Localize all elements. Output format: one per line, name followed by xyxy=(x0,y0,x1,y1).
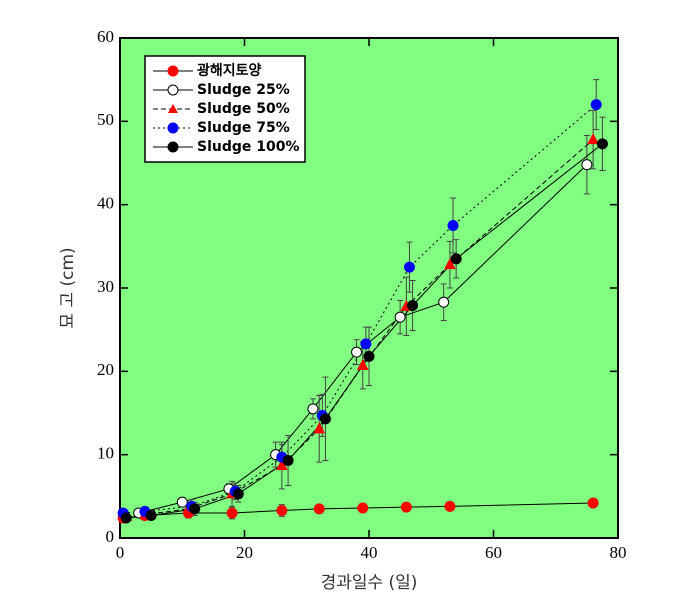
legend-label: Sludge 75% xyxy=(197,120,290,136)
x-tick-label: 40 xyxy=(361,543,378,562)
marker xyxy=(357,502,369,514)
legend-marker xyxy=(168,104,178,113)
series-line xyxy=(123,104,597,514)
marker xyxy=(363,350,375,362)
marker xyxy=(276,458,288,470)
marker xyxy=(276,505,288,516)
marker xyxy=(596,138,608,150)
y-tick-label: 10 xyxy=(97,444,114,463)
y-axis-label: 묘 고 (cm) xyxy=(58,247,78,328)
marker xyxy=(189,503,201,515)
marker xyxy=(450,253,462,265)
series-line xyxy=(123,502,594,519)
marker xyxy=(145,510,157,521)
y-tick-label: 60 xyxy=(97,27,114,46)
y-tick-label: 30 xyxy=(97,277,114,296)
y-tick-label: 40 xyxy=(97,194,114,213)
marker xyxy=(581,159,593,171)
legend-label: Sludge 50% xyxy=(197,101,290,117)
marker xyxy=(120,512,132,524)
marker xyxy=(313,422,326,434)
marker xyxy=(226,507,238,519)
marker xyxy=(360,338,372,350)
marker xyxy=(313,503,325,515)
marker xyxy=(400,501,412,513)
x-axis-label: 경과일수 (일) xyxy=(321,573,418,593)
legend-marker xyxy=(167,65,179,77)
x-tick-label: 20 xyxy=(236,543,253,562)
marker xyxy=(307,403,319,415)
marker xyxy=(587,497,599,509)
marker xyxy=(232,488,244,500)
marker xyxy=(356,358,369,370)
x-tick-label: 60 xyxy=(485,543,502,562)
x-tick-label: 80 xyxy=(610,543,627,562)
marker xyxy=(447,220,459,231)
marker xyxy=(438,296,450,308)
y-tick-label: 20 xyxy=(97,360,114,379)
legend-marker xyxy=(167,84,179,96)
marker xyxy=(590,99,602,111)
marker xyxy=(407,300,419,311)
marker xyxy=(282,455,294,466)
y-tick-label: 0 xyxy=(106,527,115,546)
marker xyxy=(444,500,456,512)
legend-label: Sludge 100% xyxy=(197,139,300,155)
legend-label: 광해지토양 xyxy=(197,62,262,79)
legend-label: Sludge 25% xyxy=(197,82,290,98)
y-tick-label: 50 xyxy=(97,110,114,129)
marker xyxy=(351,346,363,358)
marker xyxy=(403,261,415,273)
plot-frame xyxy=(119,37,619,539)
marker xyxy=(176,496,188,508)
marker xyxy=(319,413,331,425)
marker xyxy=(394,311,406,323)
x-tick-label: 0 xyxy=(116,543,125,562)
legend-marker xyxy=(167,122,179,134)
legend-marker xyxy=(167,141,179,153)
series-line xyxy=(126,143,603,519)
marker xyxy=(444,258,456,270)
legend: 광해지토양 Sludge 25% Sludge 50% Sludge 75% Sludg… xyxy=(144,55,306,163)
marker xyxy=(587,133,599,145)
